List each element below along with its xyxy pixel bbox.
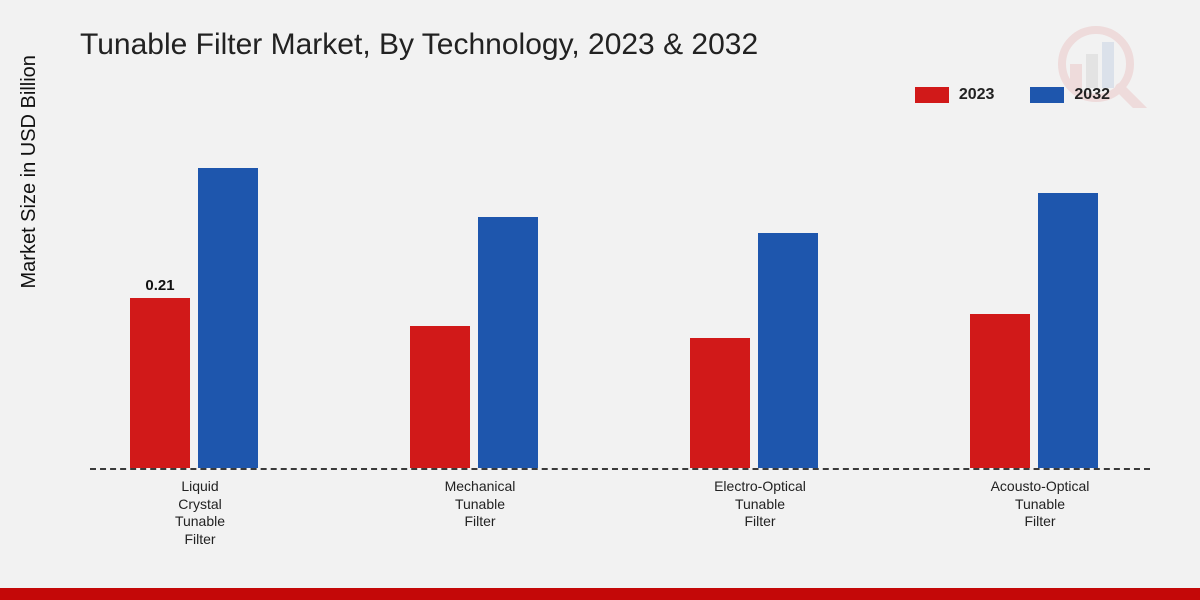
legend-swatch-2032 bbox=[1030, 87, 1064, 103]
bar-electro_optical-2023 bbox=[690, 338, 750, 468]
x-category-liquid_crystal: LiquidCrystalTunableFilter bbox=[120, 478, 280, 548]
bar-electro_optical-2032 bbox=[758, 233, 818, 468]
bar-mechanical-2032 bbox=[478, 217, 538, 468]
bar-acousto_optical-2023 bbox=[970, 314, 1030, 468]
bar-acousto_optical-2032 bbox=[1038, 193, 1098, 468]
x-category-mechanical: MechanicalTunableFilter bbox=[400, 478, 560, 531]
legend-item-2032: 2032 bbox=[1030, 86, 1110, 104]
data-label-liquid_crystal-2023: 0.21 bbox=[130, 277, 190, 294]
legend-label-2023: 2023 bbox=[959, 86, 995, 104]
plot-area: 0.21 bbox=[90, 130, 1150, 470]
x-category-electro_optical: Electro-OpticalTunableFilter bbox=[680, 478, 840, 531]
y-axis-label: Market Size in USD Billion bbox=[18, 55, 41, 288]
bar-liquid_crystal-2023 bbox=[130, 298, 190, 468]
bar-liquid_crystal-2032 bbox=[198, 168, 258, 468]
legend-label-2032: 2032 bbox=[1074, 86, 1110, 104]
legend: 2023 2032 bbox=[915, 86, 1110, 104]
x-category-acousto_optical: Acousto-OpticalTunableFilter bbox=[960, 478, 1120, 531]
chart-title: Tunable Filter Market, By Technology, 20… bbox=[80, 28, 758, 62]
page: Tunable Filter Market, By Technology, 20… bbox=[0, 0, 1200, 600]
x-axis-baseline bbox=[90, 468, 1150, 470]
legend-item-2023: 2023 bbox=[915, 86, 995, 104]
bar-mechanical-2023 bbox=[410, 326, 470, 468]
legend-swatch-2023 bbox=[915, 87, 949, 103]
footer-accent-bar bbox=[0, 588, 1200, 600]
